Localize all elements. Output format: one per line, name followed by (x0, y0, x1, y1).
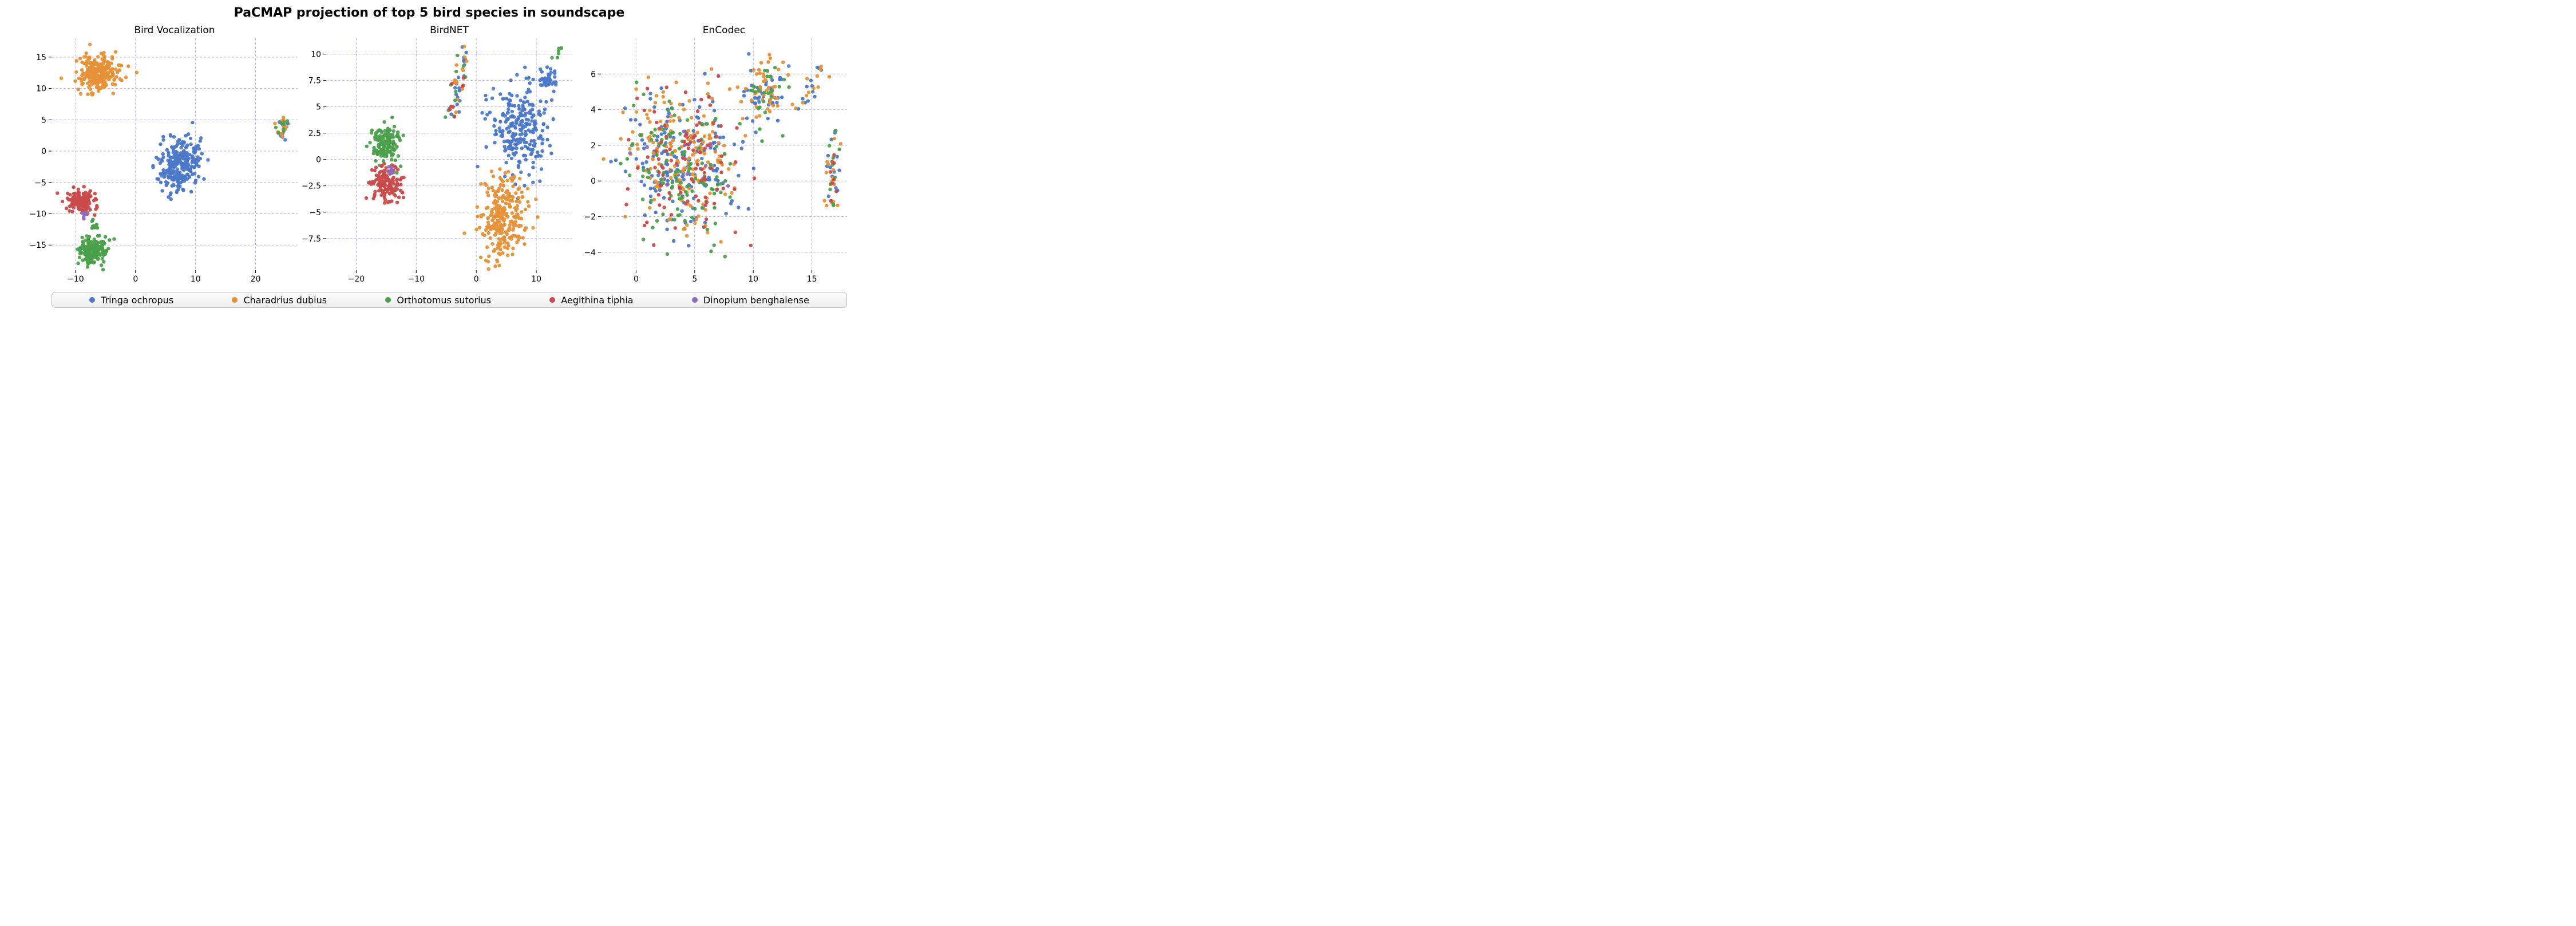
svg-text:0: 0 (474, 275, 479, 284)
svg-text:5: 5 (41, 116, 46, 125)
figure-suptitle: PaCMAP projection of top 5 bird species … (6, 6, 853, 20)
svg-text:15: 15 (36, 53, 46, 62)
svg-text:−4: −4 (584, 248, 596, 258)
svg-text:10: 10 (748, 275, 758, 284)
plot-area-vocalization: −1001020−15−10−5051015 (52, 38, 298, 270)
svg-text:−15: −15 (29, 241, 46, 250)
legend-label: Aegithina tiphia (561, 295, 633, 306)
legend-item-charadrius: Charadrius dubius (232, 295, 327, 306)
legend-dot-icon (232, 297, 238, 303)
svg-text:10: 10 (531, 275, 541, 284)
svg-text:−2: −2 (584, 213, 596, 222)
legend-item-tringa: Tringa ochropus (89, 295, 173, 306)
svg-text:15: 15 (807, 275, 817, 284)
svg-text:0: 0 (133, 275, 138, 284)
svg-text:−7.5: −7.5 (302, 235, 321, 244)
svg-text:0: 0 (634, 275, 639, 284)
svg-text:5: 5 (692, 275, 697, 284)
panel-title-birdnet: BirdNET (326, 25, 572, 36)
svg-text:−5: −5 (34, 179, 46, 188)
panel-birdnet: BirdNET −20−10010−7.5−5−2.502.557.510 (326, 26, 572, 286)
legend-label: Orthotomus sutorius (397, 295, 491, 306)
svg-text:20: 20 (251, 275, 261, 284)
legend: Tringa ochropus Charadrius dubius Orthot… (52, 292, 847, 308)
plot-area-birdnet: −20−10010−7.5−5−2.502.557.510 (326, 38, 572, 270)
panel-title-encodec: EnCodec (601, 25, 847, 36)
legend-label: Charadrius dubius (243, 295, 327, 306)
panel-encodec: EnCodec 051015−4−20246 (601, 26, 847, 286)
figure: PaCMAP projection of top 5 bird species … (6, 6, 853, 309)
svg-text:0: 0 (316, 156, 321, 165)
svg-text:10: 10 (191, 275, 201, 284)
svg-text:7.5: 7.5 (308, 77, 321, 86)
svg-text:−2.5: −2.5 (302, 182, 321, 191)
legend-dot-icon (692, 297, 698, 303)
legend-item-orthotomus: Orthotomus sutorius (385, 295, 491, 306)
panel-vocalization: Bird Vocalization −1001020−15−10−5051015 (52, 26, 298, 286)
legend-dot-icon (549, 297, 555, 303)
svg-text:−10: −10 (67, 275, 84, 284)
legend-dot-icon (89, 297, 95, 303)
plot-area-encodec: 051015−4−20246 (601, 38, 847, 270)
svg-text:2.5: 2.5 (308, 129, 321, 138)
legend-label: Tringa ochropus (101, 295, 173, 306)
svg-text:0: 0 (591, 177, 596, 186)
svg-text:6: 6 (591, 70, 596, 79)
panel-title-vocalization: Bird Vocalization (52, 25, 298, 36)
svg-text:2: 2 (591, 141, 596, 151)
svg-text:10: 10 (311, 50, 321, 60)
legend-item-aegithina: Aegithina tiphia (549, 295, 633, 306)
legend-label: Dinopium benghalense (703, 295, 809, 306)
svg-text:−5: −5 (309, 208, 321, 217)
svg-text:0: 0 (41, 147, 46, 156)
svg-text:5: 5 (316, 103, 321, 112)
svg-text:−20: −20 (348, 275, 365, 284)
legend-item-dinopium: Dinopium benghalense (692, 295, 809, 306)
svg-text:−10: −10 (29, 209, 46, 219)
svg-text:4: 4 (591, 106, 596, 115)
legend-dot-icon (385, 297, 391, 303)
svg-text:−10: −10 (408, 275, 425, 284)
svg-text:10: 10 (36, 85, 46, 94)
